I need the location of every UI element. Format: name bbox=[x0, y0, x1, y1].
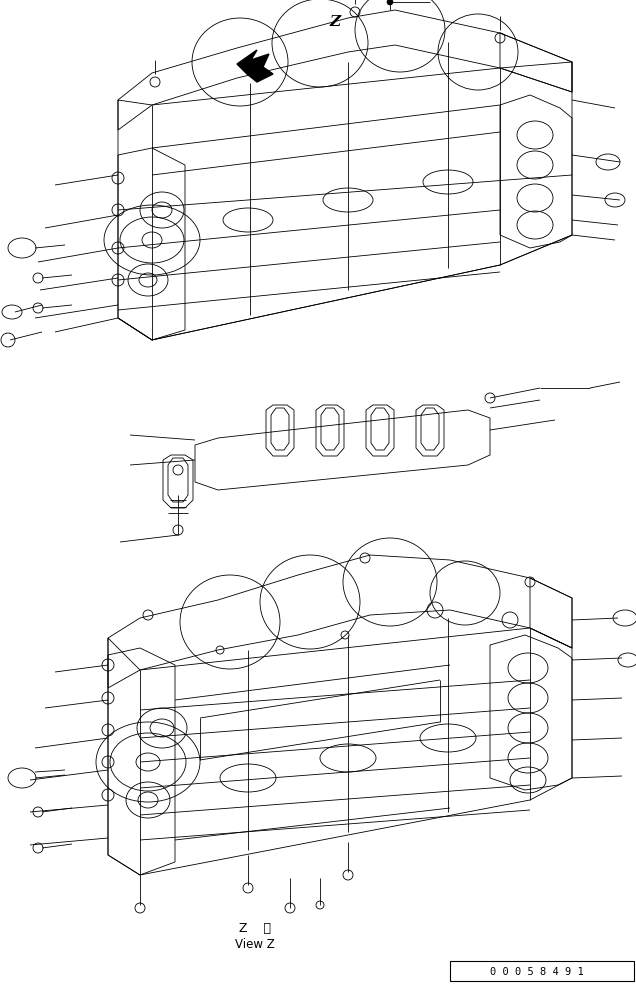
Text: Z: Z bbox=[329, 15, 340, 29]
Polygon shape bbox=[237, 50, 273, 82]
Text: View Z: View Z bbox=[235, 938, 275, 951]
Circle shape bbox=[387, 0, 393, 5]
Text: 0 0 0 5 8 4 9 1: 0 0 0 5 8 4 9 1 bbox=[490, 967, 584, 977]
Bar bbox=[450, 961, 634, 981]
Text: Z    視: Z 視 bbox=[239, 922, 271, 935]
